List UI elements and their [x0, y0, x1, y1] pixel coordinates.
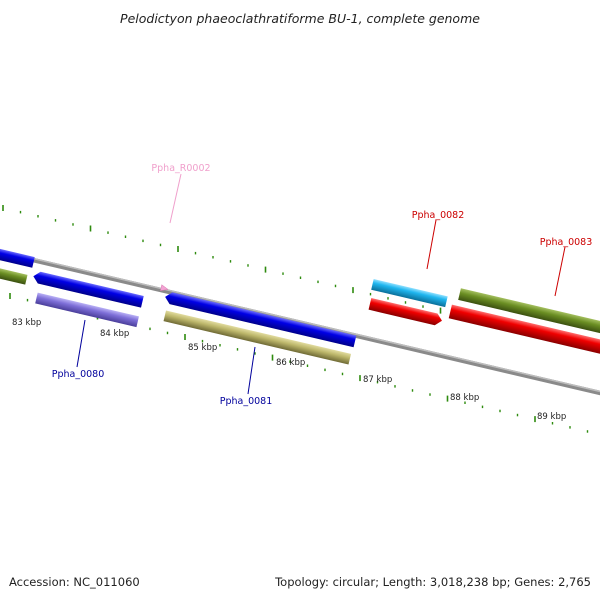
genome-track	[0, 239, 600, 406]
gene-ppha-0081-upper[interactable]	[164, 291, 357, 348]
gene-ppha-0082-lower[interactable]	[368, 298, 444, 327]
scale-labels: 83 kbp 84 kbp 85 kbp 86 kbp 87 kbp 88 kb…	[12, 318, 566, 422]
gene-ppha-0080-upper[interactable]	[32, 270, 144, 308]
rna-feature-ppha-r0002[interactable]	[160, 284, 169, 292]
scale-label: 85 kbp	[188, 343, 217, 353]
gene-ppha-0083-upper[interactable]	[458, 288, 600, 338]
gene-label-callouts: Ppha_R0002 Ppha_0080 Ppha_0081 Ppha_0082…	[52, 163, 593, 407]
gene-ppha-0082-upper[interactable]	[371, 279, 448, 308]
gene-label-ppha-0080[interactable]: Ppha_0080	[52, 369, 105, 380]
gene-leftmost-olive[interactable]	[0, 258, 28, 285]
scale-label: 87 kbp	[363, 375, 392, 385]
gene-label-ppha-0083[interactable]: Ppha_0083	[540, 237, 593, 248]
gene-label-ppha-0081[interactable]: Ppha_0081	[220, 396, 273, 407]
scale-label: 84 kbp	[100, 329, 129, 339]
gene-ppha-0081-lower[interactable]	[163, 310, 352, 365]
leader-line	[169, 173, 182, 224]
scale-label: 89 kbp	[537, 412, 566, 422]
genome-title: Pelodictyon phaeoclathratiforme BU-1, co…	[120, 11, 480, 26]
gene-label-ppha-0082[interactable]: Ppha_0082	[412, 210, 465, 221]
scale-label: 86 kbp	[276, 358, 305, 368]
accession-text: Accession: NC_011060	[9, 575, 140, 589]
scale-label: 88 kbp	[450, 393, 479, 403]
leader-line	[426, 219, 437, 270]
gene-label-ppha-r0002[interactable]: Ppha_R0002	[151, 163, 210, 174]
genome-summary-text: Topology: circular; Length: 3,018,238 bp…	[274, 575, 591, 589]
gene-leftmost-blue[interactable]	[0, 239, 35, 268]
leader-line	[554, 246, 566, 297]
leader-line	[247, 346, 256, 395]
gene-ppha-0080-lower[interactable]	[35, 292, 139, 328]
leader-line	[76, 319, 86, 368]
gene-ppha-0083-lower[interactable]	[448, 304, 600, 357]
scale-label: 83 kbp	[12, 318, 41, 328]
